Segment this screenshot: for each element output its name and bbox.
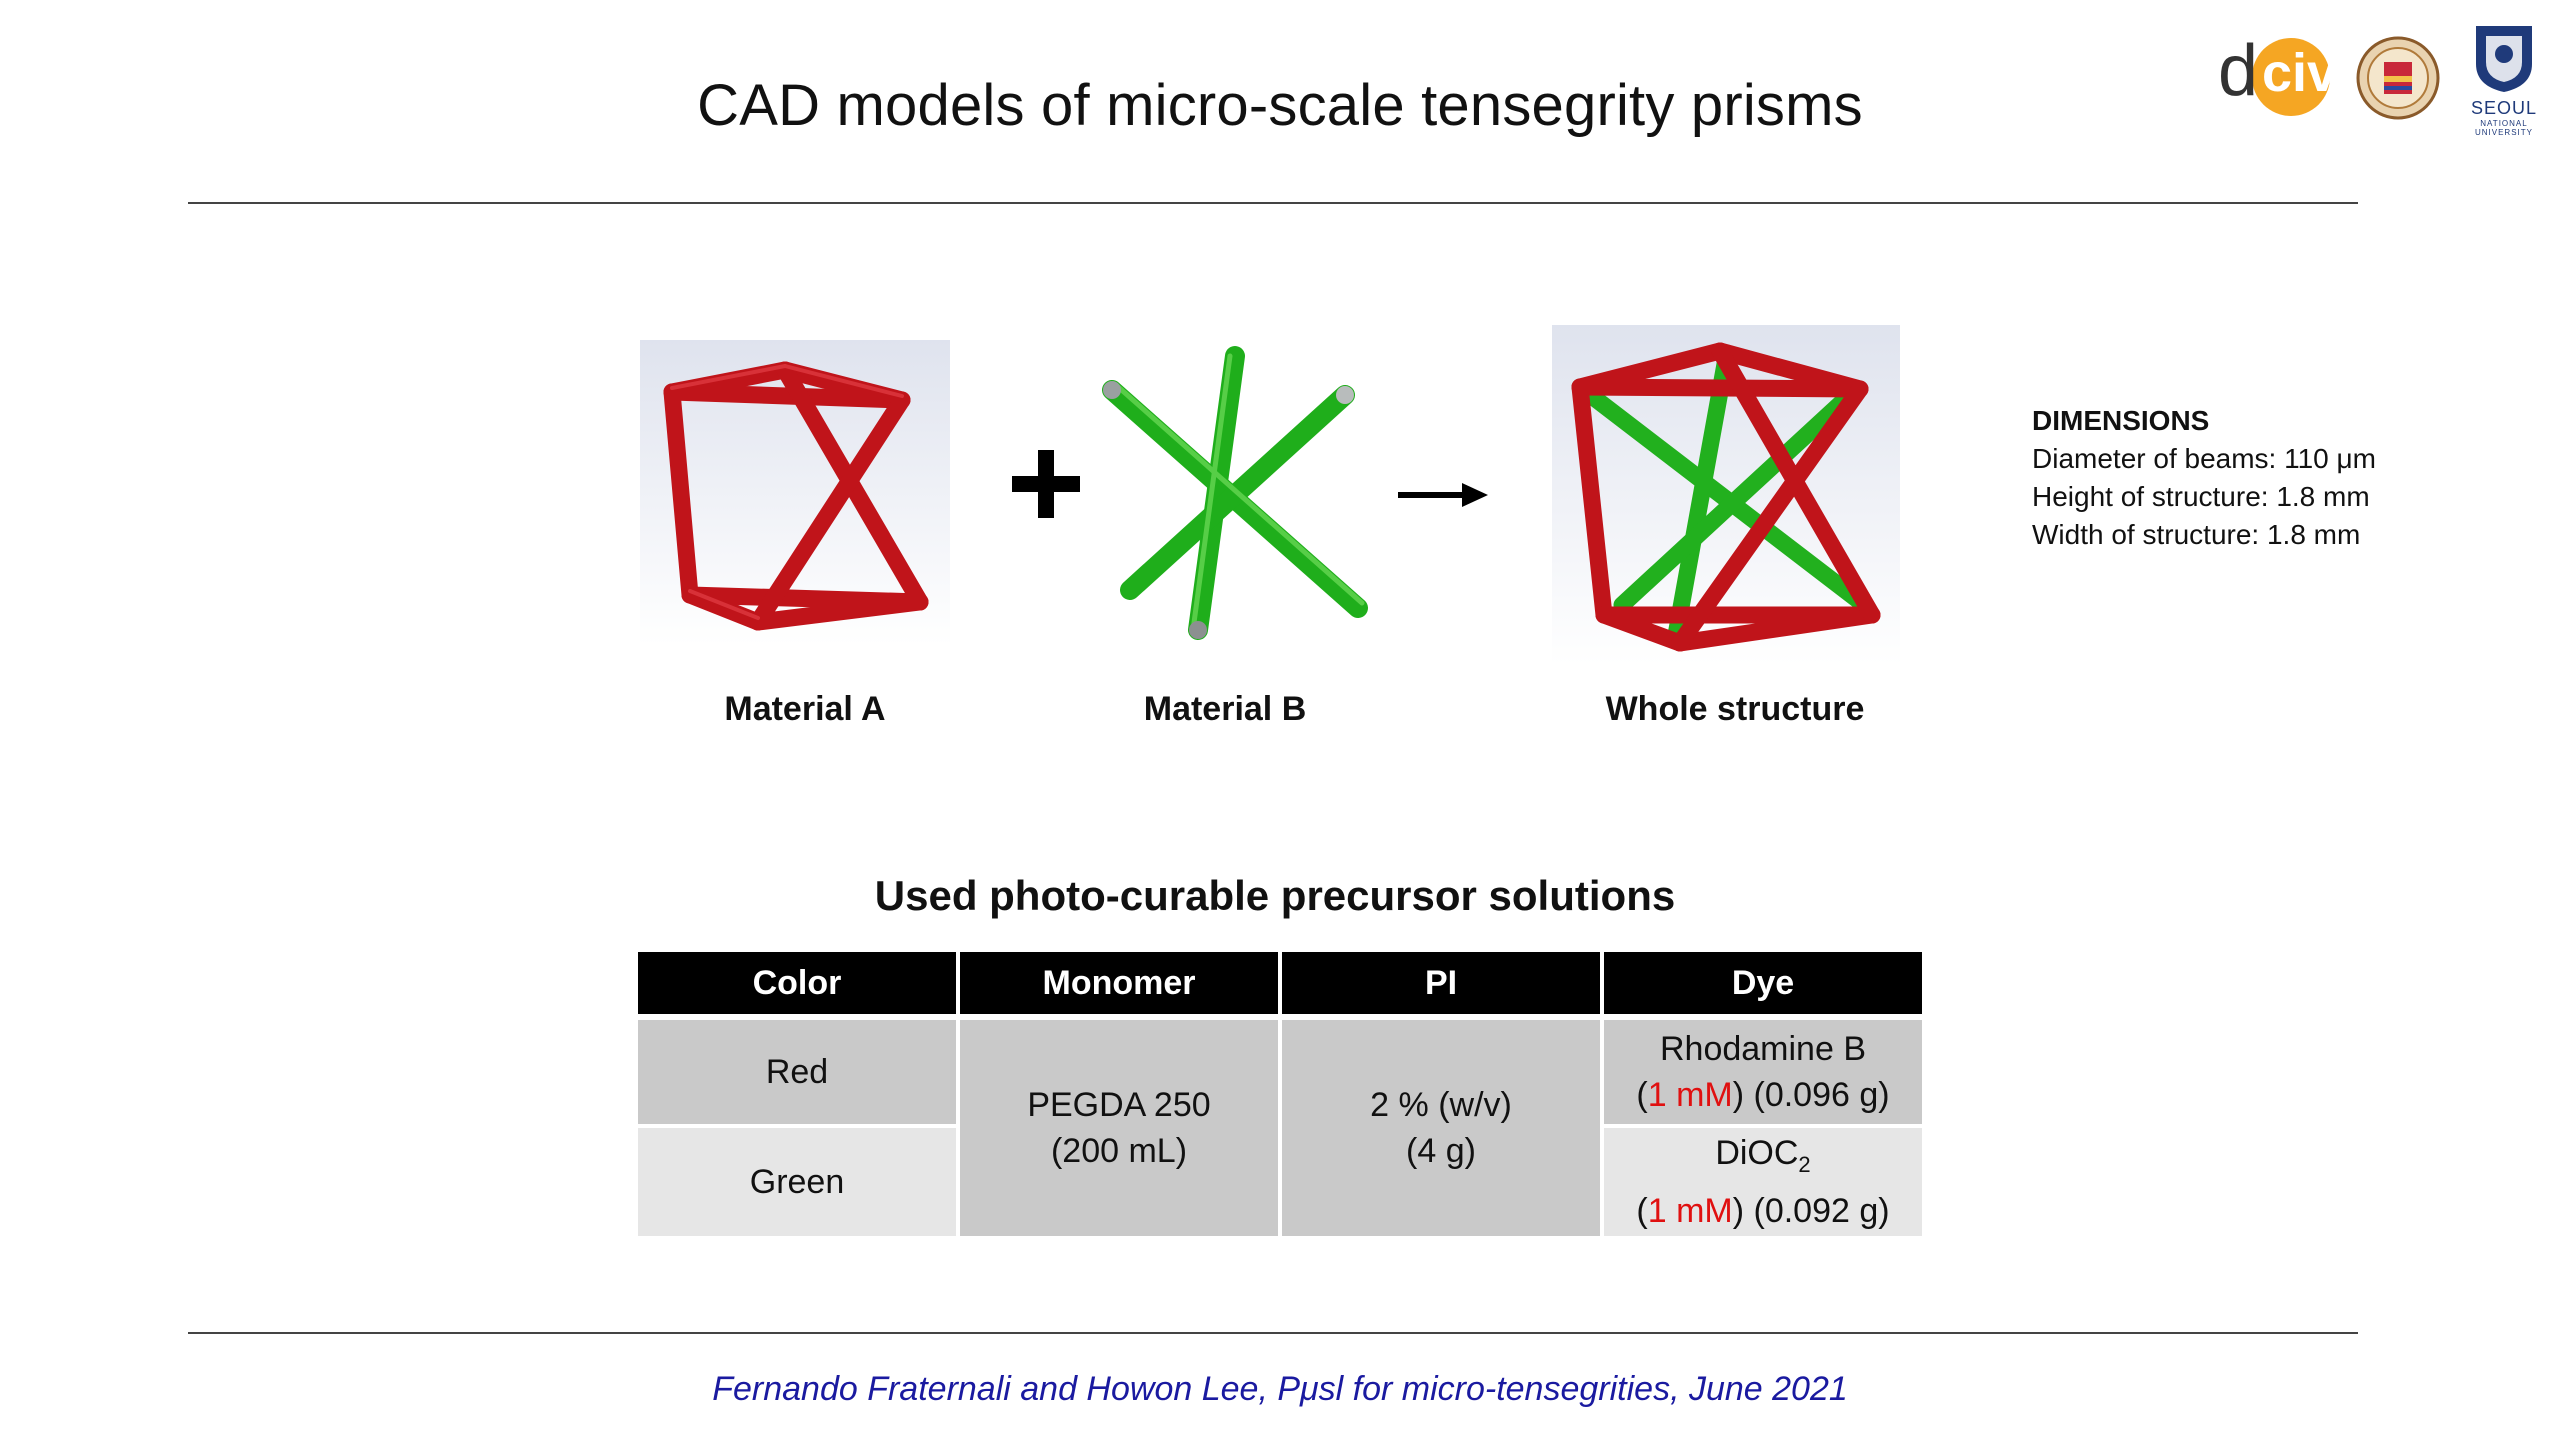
precursor-table: Color Monomer PI Dye Red Green PEGDA 250… (638, 952, 1926, 1236)
dye-red-concentration: 1 mM (1647, 1076, 1733, 1114)
dciv-logo-d: d (2218, 31, 2259, 111)
material-a-caption: Material A (724, 690, 886, 728)
whole-structure-caption: Whole structure (1605, 690, 1865, 728)
color-red-text: Red (765, 1053, 829, 1091)
pi-line1: 2 % (w/v) (1370, 1086, 1512, 1124)
dye-green-mass: (0.092 g) (1753, 1191, 1890, 1230)
table-cell-color-red: Red (638, 1020, 956, 1124)
dye-green-detail: (1 mM) (0.092 g) (1636, 1191, 1890, 1230)
dye-green-name: DiOC2 (1715, 1130, 1810, 1188)
plus-icon (1012, 450, 1080, 518)
dye-green-subscript: 2 (1798, 1151, 1811, 1177)
dciv-logo: d civ (2218, 30, 2338, 120)
table-title: Used photo-curable precursor solutions (874, 872, 1676, 919)
dimensions-block: DIMENSIONS Diameter of beams: 110 μm Hei… (2032, 402, 2376, 554)
table-cell-dye-red: Rhodamine B (1 mM) (0.096 g) (1604, 1020, 1922, 1124)
bottom-divider (188, 1332, 2358, 1334)
snu-logo-line1: SEOUL (2470, 98, 2538, 118)
dye-green-concentration: 1 mM (1647, 1191, 1733, 1230)
dye-red-detail: (1 mM) (0.096 g) (1636, 1076, 1890, 1114)
snu-emblem-icon (2476, 26, 2532, 92)
table-header-monomer: Monomer (960, 952, 1278, 1014)
whole-structure-image (1552, 325, 1900, 665)
table-header-color: Color (638, 952, 956, 1014)
top-divider (188, 202, 2358, 204)
dimensions-heading: DIMENSIONS (2032, 405, 2210, 436)
university-seal-logo (2356, 36, 2440, 120)
page-title: CAD models of micro-scale tensegrity pri… (697, 73, 1863, 138)
monomer-line1: PEGDA 250 (1027, 1086, 1211, 1124)
dye-red-mass: (0.096 g) (1753, 1076, 1890, 1114)
dye-red-name: Rhodamine B (1659, 1030, 1866, 1068)
table-cell-color-green: Green (638, 1128, 956, 1236)
snu-logo-line3: UNIVERSITY (2474, 128, 2533, 137)
material-a-image (640, 340, 950, 645)
color-green-text: Green (749, 1163, 845, 1201)
table-cell-dye-green: DiOC2 (1 mM) (0.092 g) (1604, 1128, 1922, 1236)
arrow-right-icon (1398, 483, 1488, 507)
footer-citation: Fernando Fraternali and Howon Lee, Pμsl … (712, 1370, 1848, 1408)
monomer-line2: (200 mL) (1050, 1132, 1188, 1170)
dye-green-name-text: DiOC (1715, 1134, 1799, 1173)
dciv-logo-civ: civ (2262, 43, 2338, 103)
material-b-image (1102, 346, 1368, 640)
table-header-pi: PI (1282, 952, 1600, 1014)
snu-logo-line2: NATIONAL (2480, 119, 2528, 128)
dimension-height: Height of structure: 1.8 mm (2032, 481, 2370, 512)
dciv-logo-circle (2252, 38, 2330, 116)
pi-line2: (4 g) (1406, 1132, 1476, 1170)
snu-logo: SEOUL NATIONAL UNIVERSITY (2466, 20, 2542, 150)
dimension-diameter: Diameter of beams: 110 μm (2032, 443, 2376, 474)
table-header-dye: Dye (1604, 952, 1922, 1014)
table-cell-pi: 2 % (w/v) (4 g) (1282, 1020, 1600, 1236)
table-cell-monomer: PEGDA 250 (200 mL) (960, 1020, 1278, 1236)
dimension-width: Width of structure: 1.8 mm (2032, 519, 2361, 550)
material-b-caption: Material B (1143, 690, 1307, 728)
